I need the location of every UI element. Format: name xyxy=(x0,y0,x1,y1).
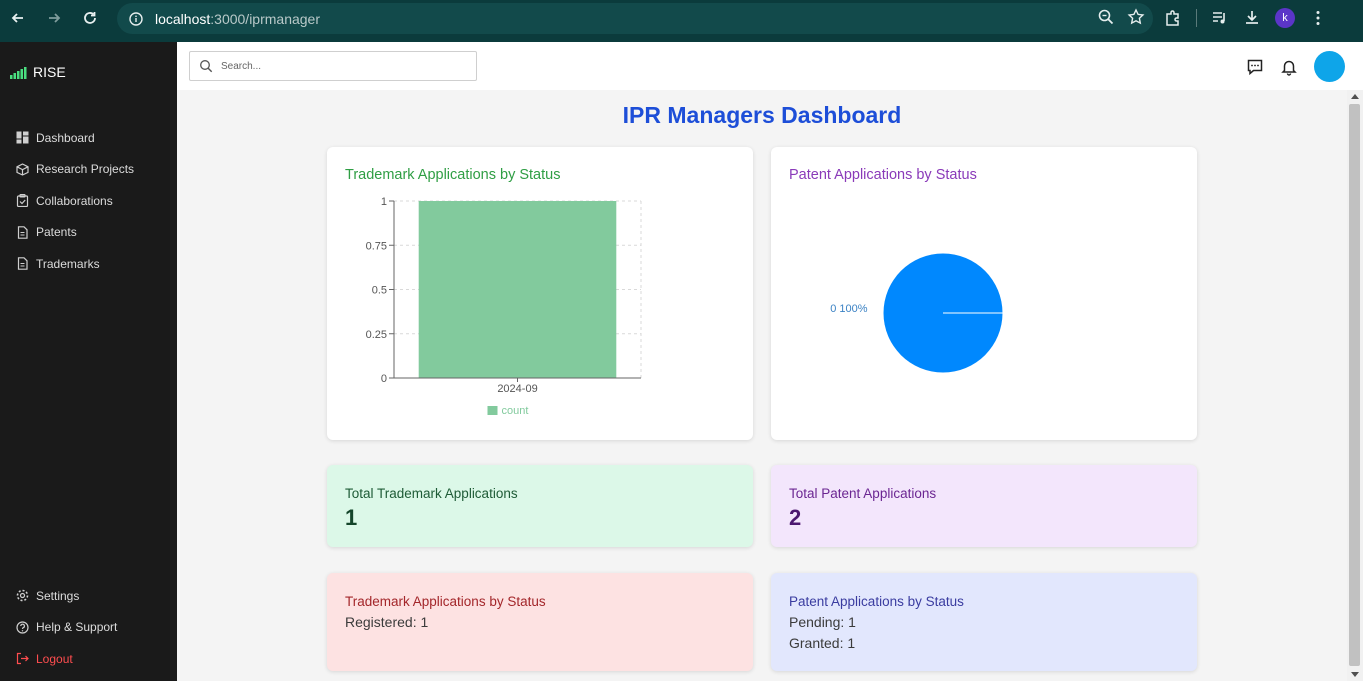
page-title: IPR Managers Dashboard xyxy=(622,102,902,128)
y-tick-label: 0 xyxy=(381,373,387,385)
brand[interactable]: RISE xyxy=(10,64,66,80)
sidebar-item-label: Help & Support xyxy=(36,620,118,635)
browser-toolbar: localhost:3000/iprmanager k xyxy=(0,0,1363,42)
scroll-down-arrow[interactable] xyxy=(1351,672,1359,677)
trademark-status-label: Trademark Applications by Status xyxy=(345,594,546,609)
toolbar-separator xyxy=(1196,9,1197,27)
document-icon xyxy=(17,257,28,271)
address-bar[interactable]: localhost:3000/iprmanager xyxy=(117,3,1153,34)
kebab-menu-icon[interactable] xyxy=(1309,9,1327,27)
arrow-left-icon xyxy=(11,13,23,23)
sidebar-item-label: Trademarks xyxy=(36,256,100,271)
sidebar-bottom-menu: Settings Help & Support Logout xyxy=(16,580,117,675)
y-tick-label: 0.75 xyxy=(366,240,387,252)
scroll-thumb[interactable] xyxy=(1349,104,1360,666)
reload-icon xyxy=(84,12,96,24)
zoom-icon[interactable] xyxy=(1097,8,1115,26)
total-patent-card: Total Patent Applications 2 xyxy=(771,465,1197,547)
sidebar-item-logout[interactable]: Logout xyxy=(16,643,117,675)
sidebar-item-label: Patents xyxy=(36,225,77,240)
clipboard-check-icon xyxy=(16,194,29,208)
total-patent-value: 2 xyxy=(789,505,802,530)
forward-button[interactable] xyxy=(36,0,72,36)
main-content: IPR Managers Dashboard Trademark Applica… xyxy=(177,90,1347,681)
chat-icon[interactable] xyxy=(1246,58,1264,76)
site-info-icon[interactable] xyxy=(121,11,151,27)
url-path: :3000/iprmanager xyxy=(210,10,321,27)
sidebar-item-patents[interactable]: Patents xyxy=(16,217,134,249)
total-patent-label: Total Patent Applications xyxy=(789,486,937,501)
sidebar-item-label: Settings xyxy=(36,588,80,603)
patent-pie-chart: 0 100% xyxy=(830,253,1003,373)
patent-status-label: Patent Applications by Status xyxy=(789,594,964,609)
sidebar-item-label: Dashboard xyxy=(36,130,95,145)
help-circle-icon xyxy=(16,621,29,634)
scroll-up-arrow[interactable] xyxy=(1351,94,1359,99)
extensions-icon[interactable] xyxy=(1164,9,1182,27)
patent-chart-title: Patent Applications by Status xyxy=(789,167,977,183)
pie-slice-label: 0 100% xyxy=(830,303,868,315)
patent-chart-card: Patent Applications by Status 0 100% xyxy=(771,147,1197,440)
dashboard-icon xyxy=(16,131,29,144)
legend-label-count: count xyxy=(502,405,529,417)
cube-icon xyxy=(16,163,29,176)
sidebar-item-settings[interactable]: Settings xyxy=(16,580,117,612)
back-button[interactable] xyxy=(0,0,36,36)
patent-status-granted: Granted: 1 xyxy=(789,635,856,651)
search-box[interactable] xyxy=(189,51,477,81)
sidebar-menu: Dashboard Research Projects Collaboratio… xyxy=(16,122,134,280)
sidebar: RISE Dashboard Research Projects Collabo… xyxy=(0,42,177,681)
sidebar-item-help-support[interactable]: Help & Support xyxy=(16,612,117,644)
gear-icon xyxy=(16,589,29,602)
sidebar-item-trademarks[interactable]: Trademarks xyxy=(16,248,134,280)
trademark-chart-title: Trademark Applications by Status xyxy=(345,167,561,183)
bar-2024-09 xyxy=(418,201,617,378)
search-input[interactable] xyxy=(221,60,461,72)
sidebar-item-label: Collaborations xyxy=(36,193,113,208)
total-trademark-value: 1 xyxy=(345,505,358,530)
brand-name: RISE xyxy=(33,64,66,80)
download-icon[interactable] xyxy=(1243,9,1261,27)
sidebar-item-label: Logout xyxy=(36,651,73,666)
signal-bars-icon xyxy=(10,66,27,79)
patent-status-card: Patent Applications by Status Pending: 1… xyxy=(771,573,1197,671)
media-control-icon[interactable] xyxy=(1211,9,1229,27)
y-tick-label: 0.5 xyxy=(372,285,387,297)
url-text[interactable]: localhost:3000/iprmanager xyxy=(155,11,320,27)
trademark-status-card: Trademark Applications by Status Registe… xyxy=(327,573,753,671)
legend-swatch-count xyxy=(487,406,498,415)
sidebar-item-dashboard[interactable]: Dashboard xyxy=(16,122,134,154)
total-trademark-card: Total Trademark Applications 1 xyxy=(327,465,753,547)
sidebar-item-research-projects[interactable]: Research Projects xyxy=(16,154,134,186)
trademark-status-registered: Registered: 1 xyxy=(345,614,429,630)
document-icon xyxy=(17,225,28,239)
url-host: localhost xyxy=(155,10,211,27)
page-scrollbar[interactable] xyxy=(1347,90,1363,681)
bookmark-star-icon[interactable] xyxy=(1127,8,1145,26)
trademark-bar-chart: 2024-09 0 0.25 0.5 0.75 1 count xyxy=(366,196,642,417)
search-icon xyxy=(199,59,213,73)
y-tick-label: 1 xyxy=(381,196,387,208)
app-header xyxy=(177,42,1363,90)
user-avatar[interactable] xyxy=(1314,51,1345,82)
y-tick-label: 0.25 xyxy=(366,329,387,341)
x-tick-label: 2024-09 xyxy=(497,383,537,395)
total-trademark-label: Total Trademark Applications xyxy=(345,486,518,501)
arrow-right-icon xyxy=(49,13,61,23)
patent-status-pending: Pending: 1 xyxy=(789,614,856,630)
sidebar-item-label: Research Projects xyxy=(36,162,135,177)
sidebar-item-collaborations[interactable]: Collaborations xyxy=(16,185,134,217)
trademark-chart-card: Trademark Applications by Status 2024-09… xyxy=(327,147,753,440)
bell-icon[interactable] xyxy=(1280,58,1298,76)
reload-button[interactable] xyxy=(72,0,108,36)
profile-avatar[interactable]: k xyxy=(1275,8,1295,28)
logout-icon xyxy=(16,653,29,665)
